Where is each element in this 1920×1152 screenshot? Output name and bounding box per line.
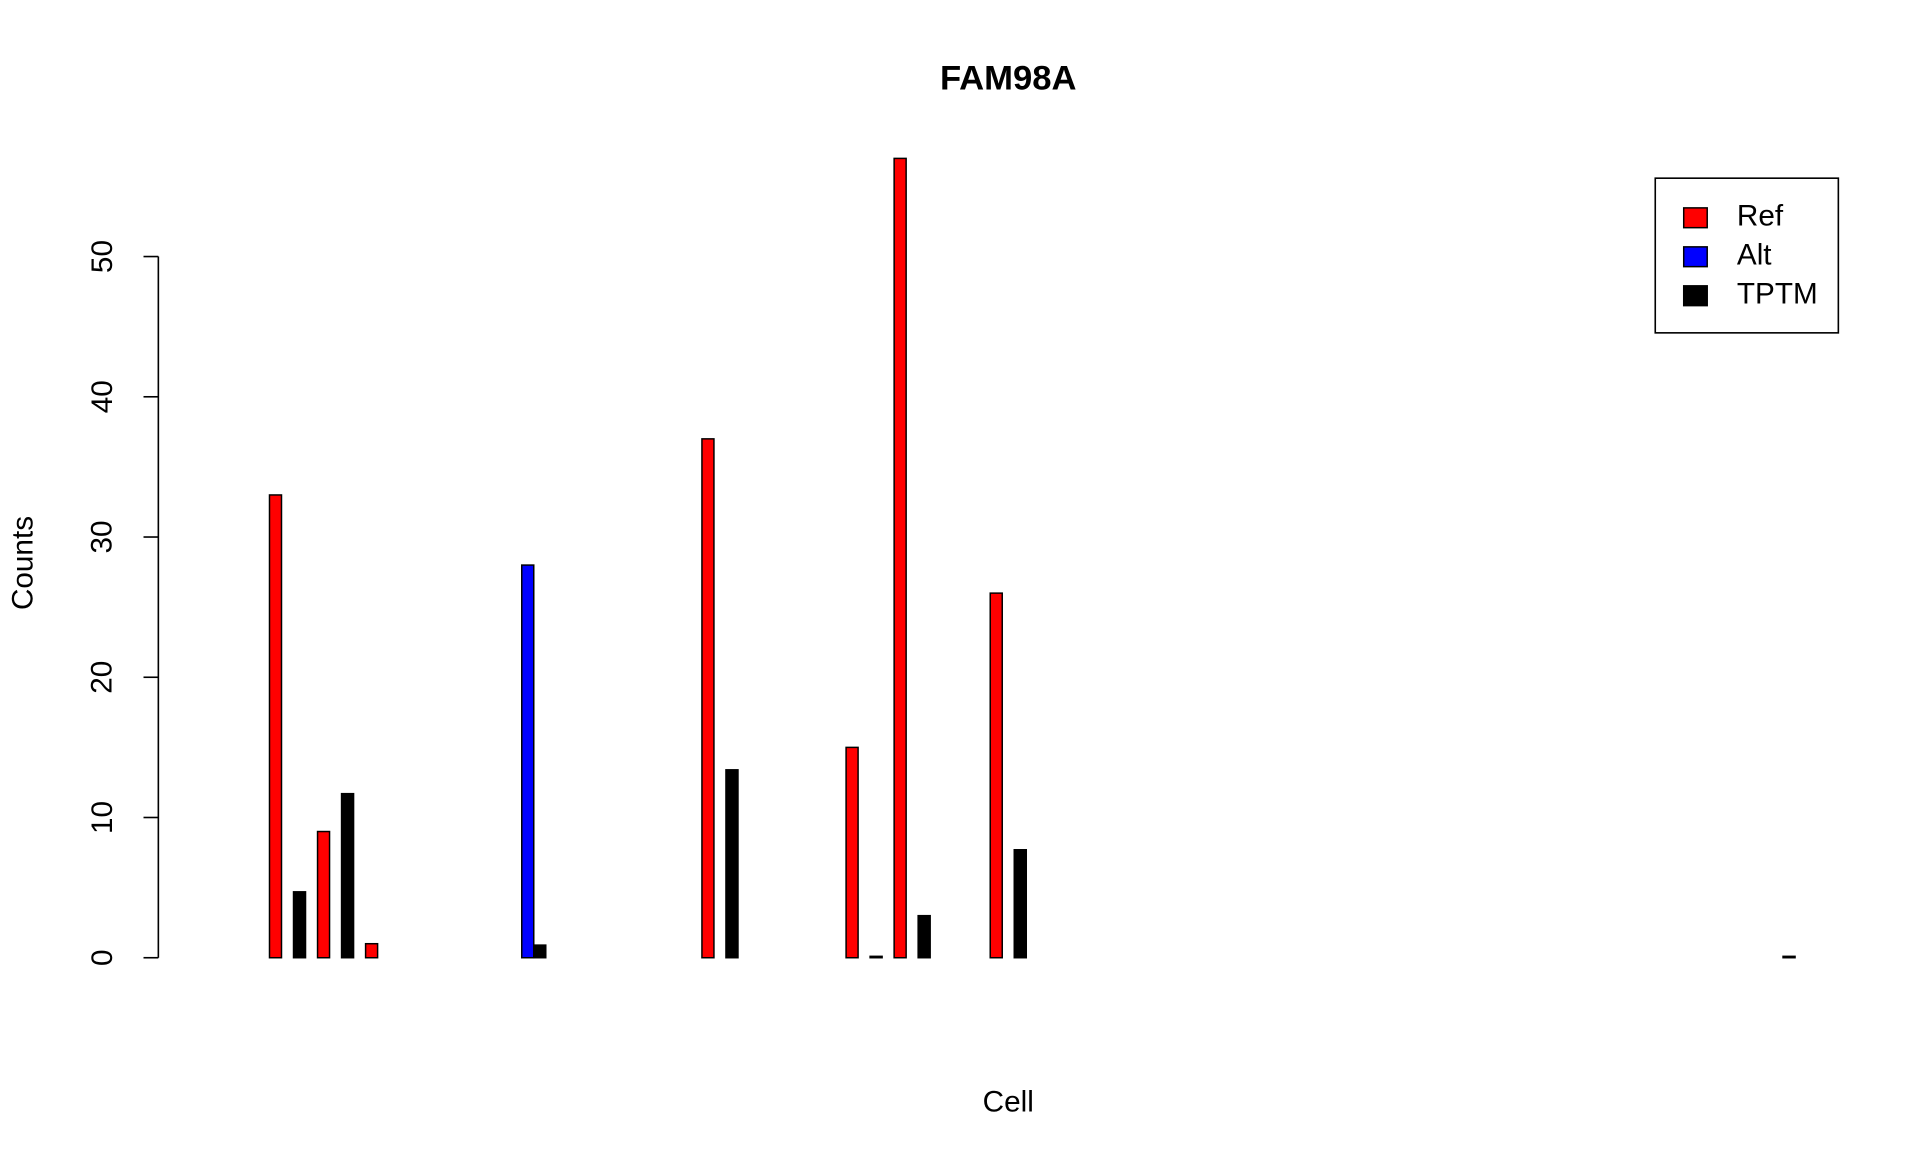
bar: [869, 955, 883, 959]
y-tick-label: 40: [86, 380, 119, 413]
y-tick-label: 50: [86, 240, 119, 273]
legend-label: Alt: [1737, 239, 1772, 272]
bar: [316, 830, 331, 959]
bar: [521, 564, 535, 959]
bar: [725, 769, 739, 959]
legend-label: TPTM: [1737, 278, 1818, 311]
bar: [268, 494, 283, 959]
bar: [533, 944, 547, 959]
bar: [893, 157, 907, 959]
y-axis-label: Counts: [7, 516, 40, 610]
bar: [845, 746, 859, 959]
bar: [917, 914, 931, 959]
legend-box: [1654, 177, 1840, 334]
legend-swatch: [1682, 207, 1708, 229]
y-tick-label: 0: [86, 949, 119, 966]
chart-title: FAM98A: [940, 60, 1077, 98]
y-tick-label: 10: [86, 801, 119, 834]
x-axis-label: Cell: [983, 1086, 1034, 1119]
bar: [364, 942, 379, 959]
legend-swatch: [1682, 246, 1708, 268]
legend-swatch: [1682, 285, 1708, 307]
bar: [701, 438, 715, 959]
legend-label: Ref: [1737, 200, 1784, 233]
y-tick-label: 20: [86, 661, 119, 694]
bar: [1782, 955, 1796, 959]
y-tick-label: 30: [86, 521, 119, 554]
bar: [1013, 849, 1028, 959]
bar: [292, 891, 307, 959]
bar: [340, 792, 355, 959]
bar: [989, 592, 1003, 959]
